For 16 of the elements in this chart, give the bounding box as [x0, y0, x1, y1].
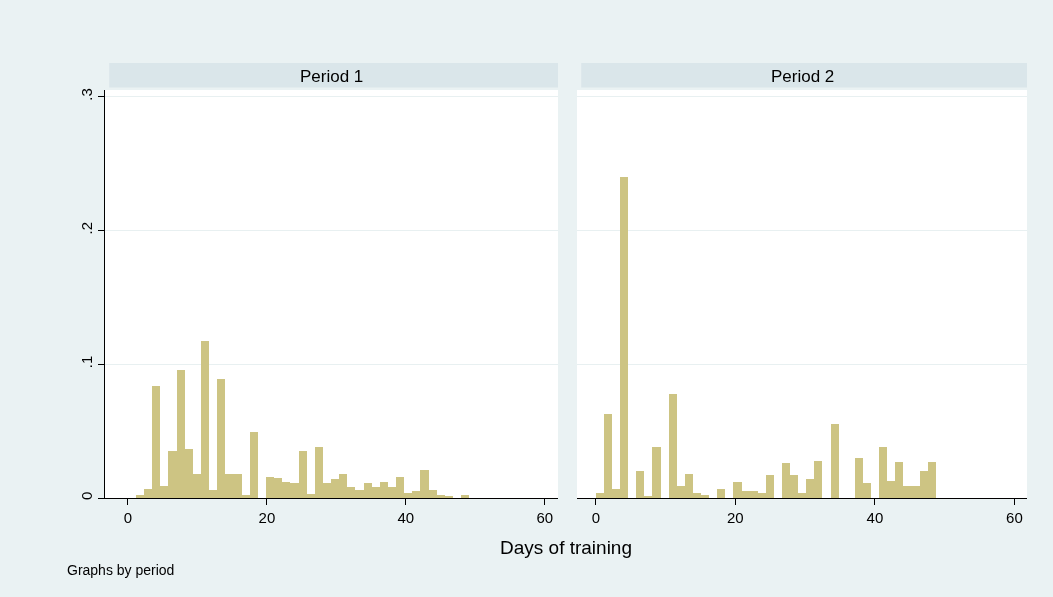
x-tick-label: 20 [727, 509, 744, 526]
x-tick-label: 40 [866, 509, 884, 526]
y-tick-label: .1 [78, 355, 95, 369]
chart-title: Period 1 [300, 67, 364, 86]
chart-title: Period 2 [771, 67, 835, 86]
y-tick-label: .2 [78, 221, 95, 235]
y-tick-label: 0 [78, 491, 95, 500]
text: Graphs by period [67, 562, 175, 578]
y-tick-label: .3 [78, 88, 95, 101]
x-axis-title: Days of training [500, 537, 633, 558]
x-tick-label: 40 [397, 509, 415, 526]
x-tick-label: 60 [1006, 509, 1023, 526]
x-tick-label: 0 [123, 509, 133, 526]
x-tick-label: 0 [591, 509, 601, 526]
x-tick-label: 20 [258, 509, 276, 526]
x-tick-label: 60 [536, 509, 554, 526]
